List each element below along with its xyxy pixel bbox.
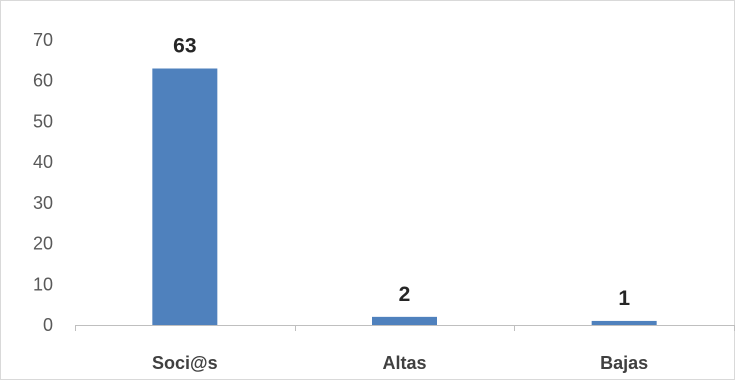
bar-altas (372, 316, 437, 325)
data-label: 63 (173, 35, 196, 58)
y-tick-label: 0 (43, 315, 53, 335)
y-tick-label: 60 (33, 71, 53, 91)
data-labels: 63 2 1 (173, 35, 630, 310)
x-axis: Soci@s Altas Bajas (75, 325, 735, 373)
y-tick-label: 10 (33, 274, 53, 294)
category-label: Altas (382, 353, 426, 373)
y-tick-label: 70 (33, 30, 53, 50)
data-label: 1 (618, 287, 630, 310)
y-tick-label: 50 (33, 111, 53, 131)
category-label: Soci@s (152, 353, 218, 373)
y-tick-label: 40 (33, 152, 53, 172)
data-label: 2 (399, 283, 411, 306)
category-label: Bajas (600, 353, 648, 373)
bar-bajas (591, 320, 657, 325)
y-axis-ticks: 0 10 20 30 40 50 60 70 (33, 30, 53, 335)
bar-socis (152, 68, 218, 325)
bars (152, 68, 657, 325)
y-tick-label: 20 (33, 234, 53, 254)
y-tick-label: 30 (33, 193, 53, 213)
